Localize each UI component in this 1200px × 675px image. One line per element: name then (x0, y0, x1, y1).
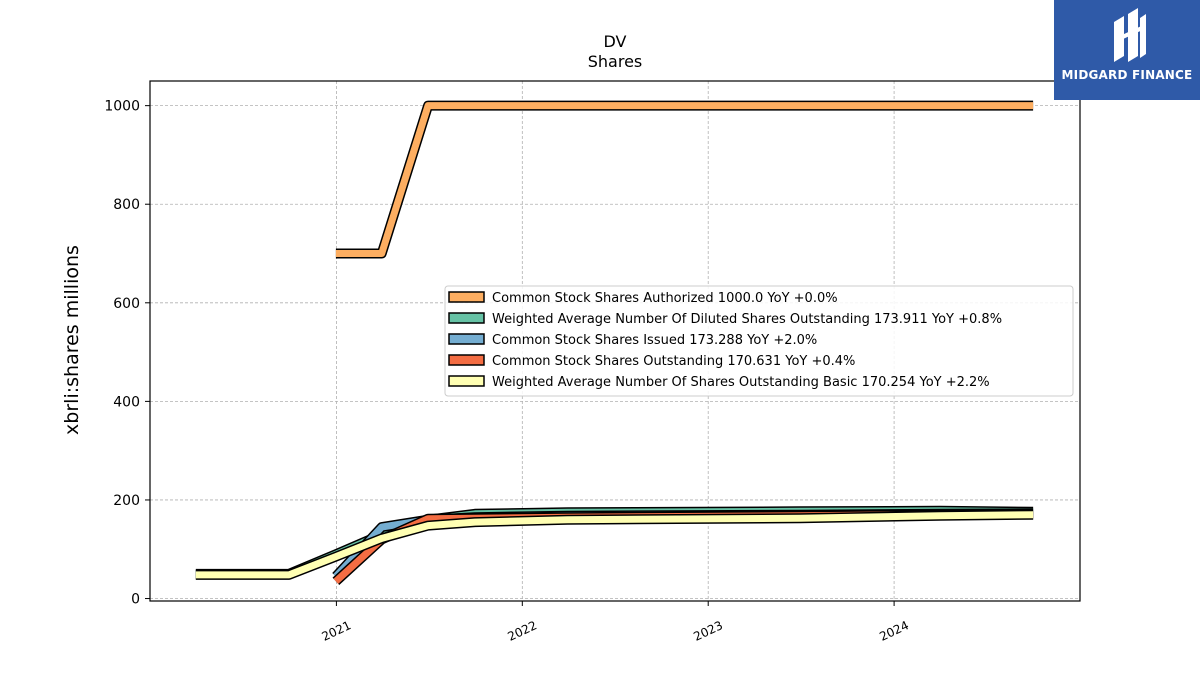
legend-label: Common Stock Shares Issued 173.288 YoY +… (492, 333, 817, 348)
x-tick-label: 2021 (320, 618, 354, 644)
legend-item: Common Stock Shares Issued 173.288 YoY +… (448, 333, 817, 348)
y-tick-label: 400 (113, 394, 140, 410)
legend-swatch (448, 312, 485, 324)
logo-mark-icon (1114, 8, 1146, 62)
x-tick-label: 2023 (691, 618, 725, 644)
y-tick-label: 1000 (104, 99, 140, 115)
series-outline (335, 100, 1034, 259)
logo-text: MIDGARD FINANCE (1061, 68, 1193, 82)
legend-swatch (448, 375, 485, 387)
legend: Common Stock Shares Authorized 1000.0 Yo… (444, 285, 1074, 397)
y-tick-label: 600 (113, 296, 140, 312)
x-axis: 2021 2022 2023 2024 (320, 601, 911, 644)
legend-label: Weighted Average Number Of Shares Outsta… (492, 375, 990, 390)
legend-item: Weighted Average Number Of Shares Outsta… (448, 375, 990, 390)
legend-item: Common Stock Shares Authorized 1000.0 Yo… (448, 291, 838, 306)
x-tick-label: 2024 (877, 618, 911, 644)
legend-swatch (448, 291, 485, 303)
plot-frame (149, 80, 1081, 602)
chart-title: DV Shares (0, 32, 1200, 72)
chart-subtitle: Shares (587, 52, 643, 71)
y-axis: 0 200 400 600 800 1000 (104, 99, 150, 608)
legend-swatch (448, 333, 485, 345)
series-layer (195, 100, 1034, 585)
midgard-finance-logo: MIDGARD FINANCE (1054, 0, 1200, 100)
y-tick-label: 0 (131, 592, 140, 608)
x-tick-label: 2022 (506, 618, 540, 644)
legend-item: Common Stock Shares Outstanding 170.631 … (448, 354, 855, 369)
legend-box (444, 285, 1074, 397)
legend-item: Weighted Average Number Of Diluted Share… (448, 312, 1002, 327)
legend-label: Common Stock Shares Outstanding 170.631 … (492, 354, 855, 369)
series-stroke (195, 511, 1034, 579)
y-axis-label: xbrli:shares millions (61, 245, 83, 435)
y-tick-label: 200 (113, 493, 140, 509)
legend-swatch (448, 354, 485, 366)
chart-title-main: DV (603, 32, 627, 51)
legend-label: Common Stock Shares Authorized 1000.0 Yo… (492, 291, 838, 306)
series-line-1 (335, 100, 1034, 259)
series-line-5 (195, 509, 1034, 580)
y-tick-label: 800 (113, 197, 140, 213)
series-stroke (335, 102, 1034, 257)
legend-label: Weighted Average Number Of Diluted Share… (492, 312, 1002, 327)
